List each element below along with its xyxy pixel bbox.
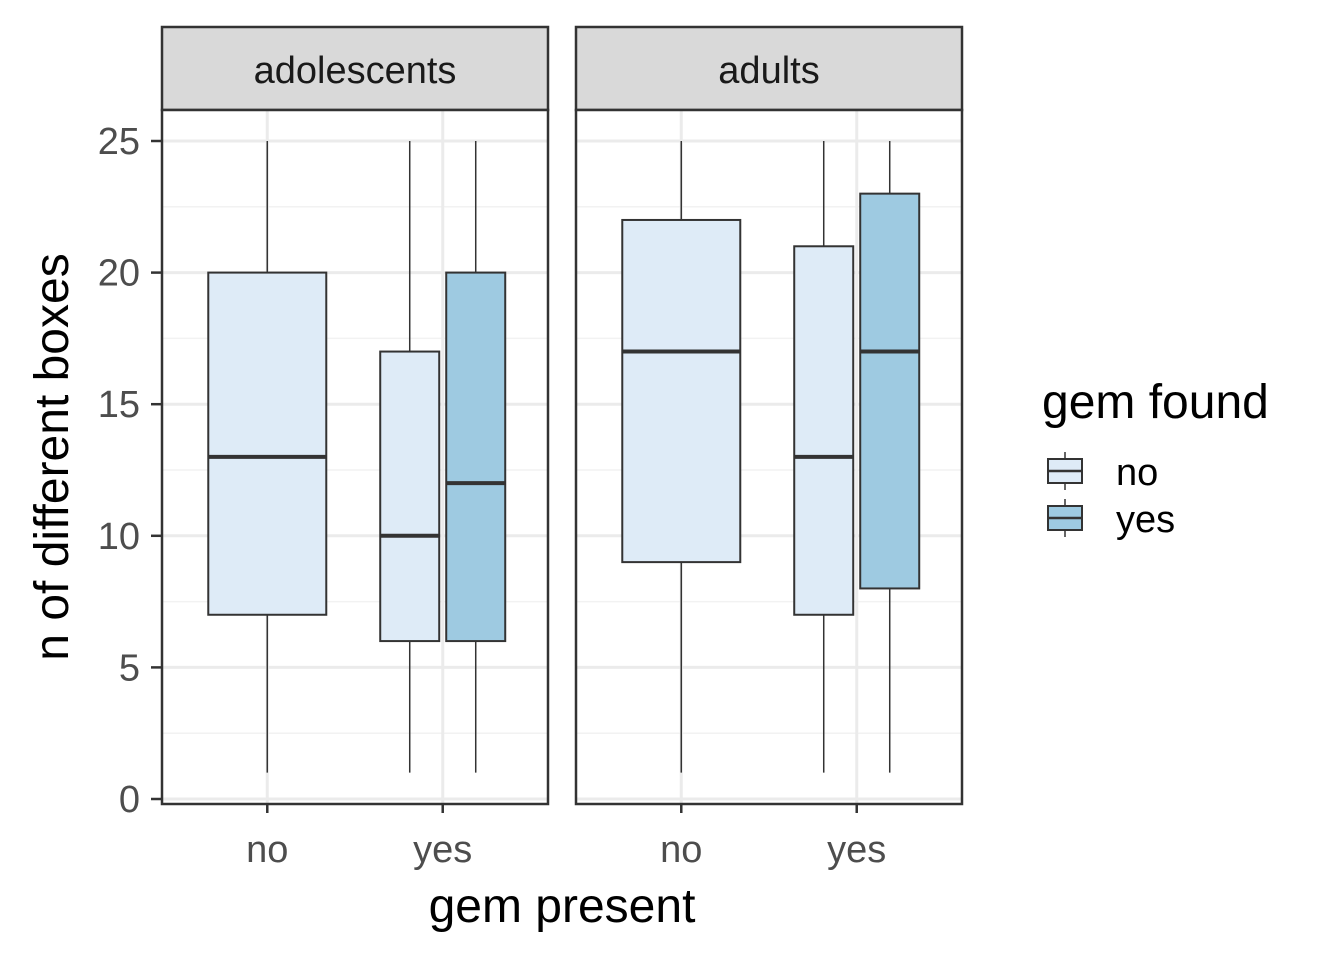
box-body (793, 245, 855, 616)
box-body (859, 192, 921, 590)
box-yes-found-yes (445, 141, 507, 773)
box-yes-found-no (379, 141, 441, 773)
box-body (621, 218, 742, 564)
box-no-found-no (621, 141, 742, 773)
box-no-found-no (207, 141, 328, 773)
x-tick-label: no (660, 829, 702, 871)
facet-strip-label: adults (718, 50, 819, 92)
facet-strip (160, 25, 550, 112)
y-axis-title: n of different boxes (26, 253, 79, 660)
box-body (379, 350, 441, 643)
legend-item-yes: yes (1047, 499, 1175, 541)
box-yes-found-yes (859, 141, 921, 773)
box-yes-found-no (793, 141, 855, 773)
facet-strip (574, 25, 964, 112)
y-tick-label: 25 (98, 121, 140, 163)
x-tick-label: yes (413, 829, 472, 871)
legend-item-no: no (1047, 452, 1158, 494)
panel-border (574, 108, 964, 806)
facet-panel-adults: adults no yes (574, 25, 964, 871)
y-tick-label: 0 (119, 779, 140, 821)
panel-border (160, 108, 550, 806)
y-tick-label: 20 (98, 253, 140, 295)
y-tick-label: 5 (119, 647, 140, 689)
facet-panels: adolescents no yes adults no yes (160, 25, 964, 871)
facet-strip-label: adolescents (254, 50, 457, 92)
y-tick-label: 15 (98, 384, 140, 426)
legend: gem found no yes (1042, 376, 1269, 541)
legend-label: no (1116, 452, 1158, 494)
x-tick-label: no (246, 829, 288, 871)
x-axis-title: gem present (429, 880, 696, 933)
box-body (207, 271, 328, 616)
legend-label: yes (1116, 499, 1175, 541)
y-axis: 0 5 10 15 20 25 (98, 121, 162, 821)
box-body (445, 271, 507, 643)
legend-title: gem found (1042, 376, 1269, 429)
facet-panel-adolescents: adolescents no yes (160, 25, 550, 871)
y-tick-label: 10 (98, 516, 140, 558)
x-tick-label: yes (827, 829, 886, 871)
